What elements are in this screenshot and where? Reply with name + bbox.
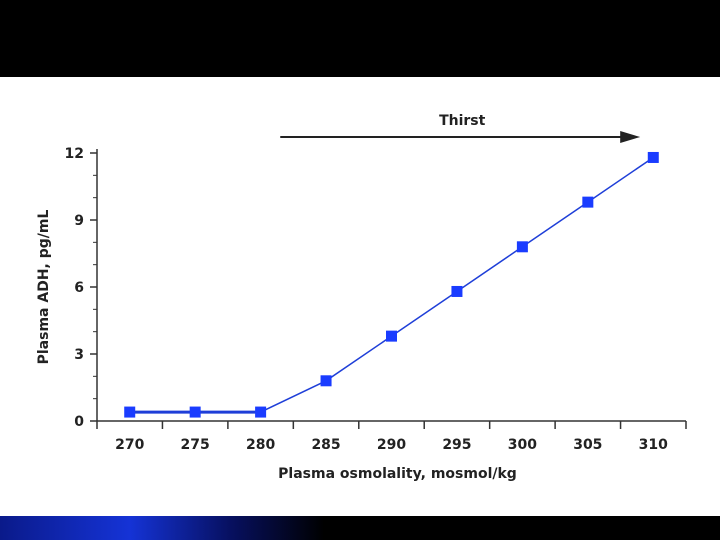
slide-title-band bbox=[0, 0, 720, 77]
thirst-annotation: Thirst bbox=[280, 113, 641, 143]
y-minor-ticks bbox=[93, 174, 97, 400]
y-tick-label: 12 bbox=[65, 146, 84, 162]
x-tick-label: 270 bbox=[115, 437, 144, 453]
y-tick-label: 6 bbox=[74, 280, 84, 296]
x-tick-label: 280 bbox=[246, 437, 275, 453]
data-point-marker bbox=[647, 151, 659, 163]
series-line bbox=[129, 156, 654, 413]
data-point-marker bbox=[451, 285, 463, 297]
slide-footer-band bbox=[0, 516, 720, 540]
y-ticks: 0 3 6 9 12 bbox=[65, 146, 97, 430]
x-tick-label: 300 bbox=[508, 437, 537, 453]
y-tick-label: 0 bbox=[74, 414, 84, 430]
data-point-marker bbox=[124, 406, 136, 418]
x-tick-label: 310 bbox=[639, 437, 668, 453]
data-point-marker bbox=[386, 330, 397, 342]
series-layer bbox=[124, 151, 659, 418]
thirst-arrow-head bbox=[620, 131, 641, 143]
x-tick-label: 290 bbox=[377, 437, 406, 453]
x-tick-label: 285 bbox=[311, 437, 340, 453]
x-tick-label: 295 bbox=[442, 437, 471, 453]
data-point-marker bbox=[582, 196, 594, 208]
y-tick-label: 9 bbox=[74, 213, 84, 229]
x-tick-label: 305 bbox=[573, 437, 602, 453]
x-axis-title: Plasma osmolality, mosmol/kg bbox=[278, 466, 517, 482]
y-tick-label: 3 bbox=[74, 347, 84, 363]
data-point-marker bbox=[320, 375, 332, 387]
thirst-label: Thirst bbox=[439, 113, 486, 129]
x-ticks: 270 275 280 285 290 295 300 305 310 bbox=[96, 421, 687, 453]
data-point-marker bbox=[255, 406, 267, 418]
y-axis-title: Plasma ADH, pg/mL bbox=[36, 210, 52, 365]
data-point-marker bbox=[516, 241, 528, 253]
plot-frame bbox=[96, 149, 686, 422]
data-point-marker bbox=[189, 406, 201, 418]
x-tick-label: 275 bbox=[181, 437, 210, 453]
